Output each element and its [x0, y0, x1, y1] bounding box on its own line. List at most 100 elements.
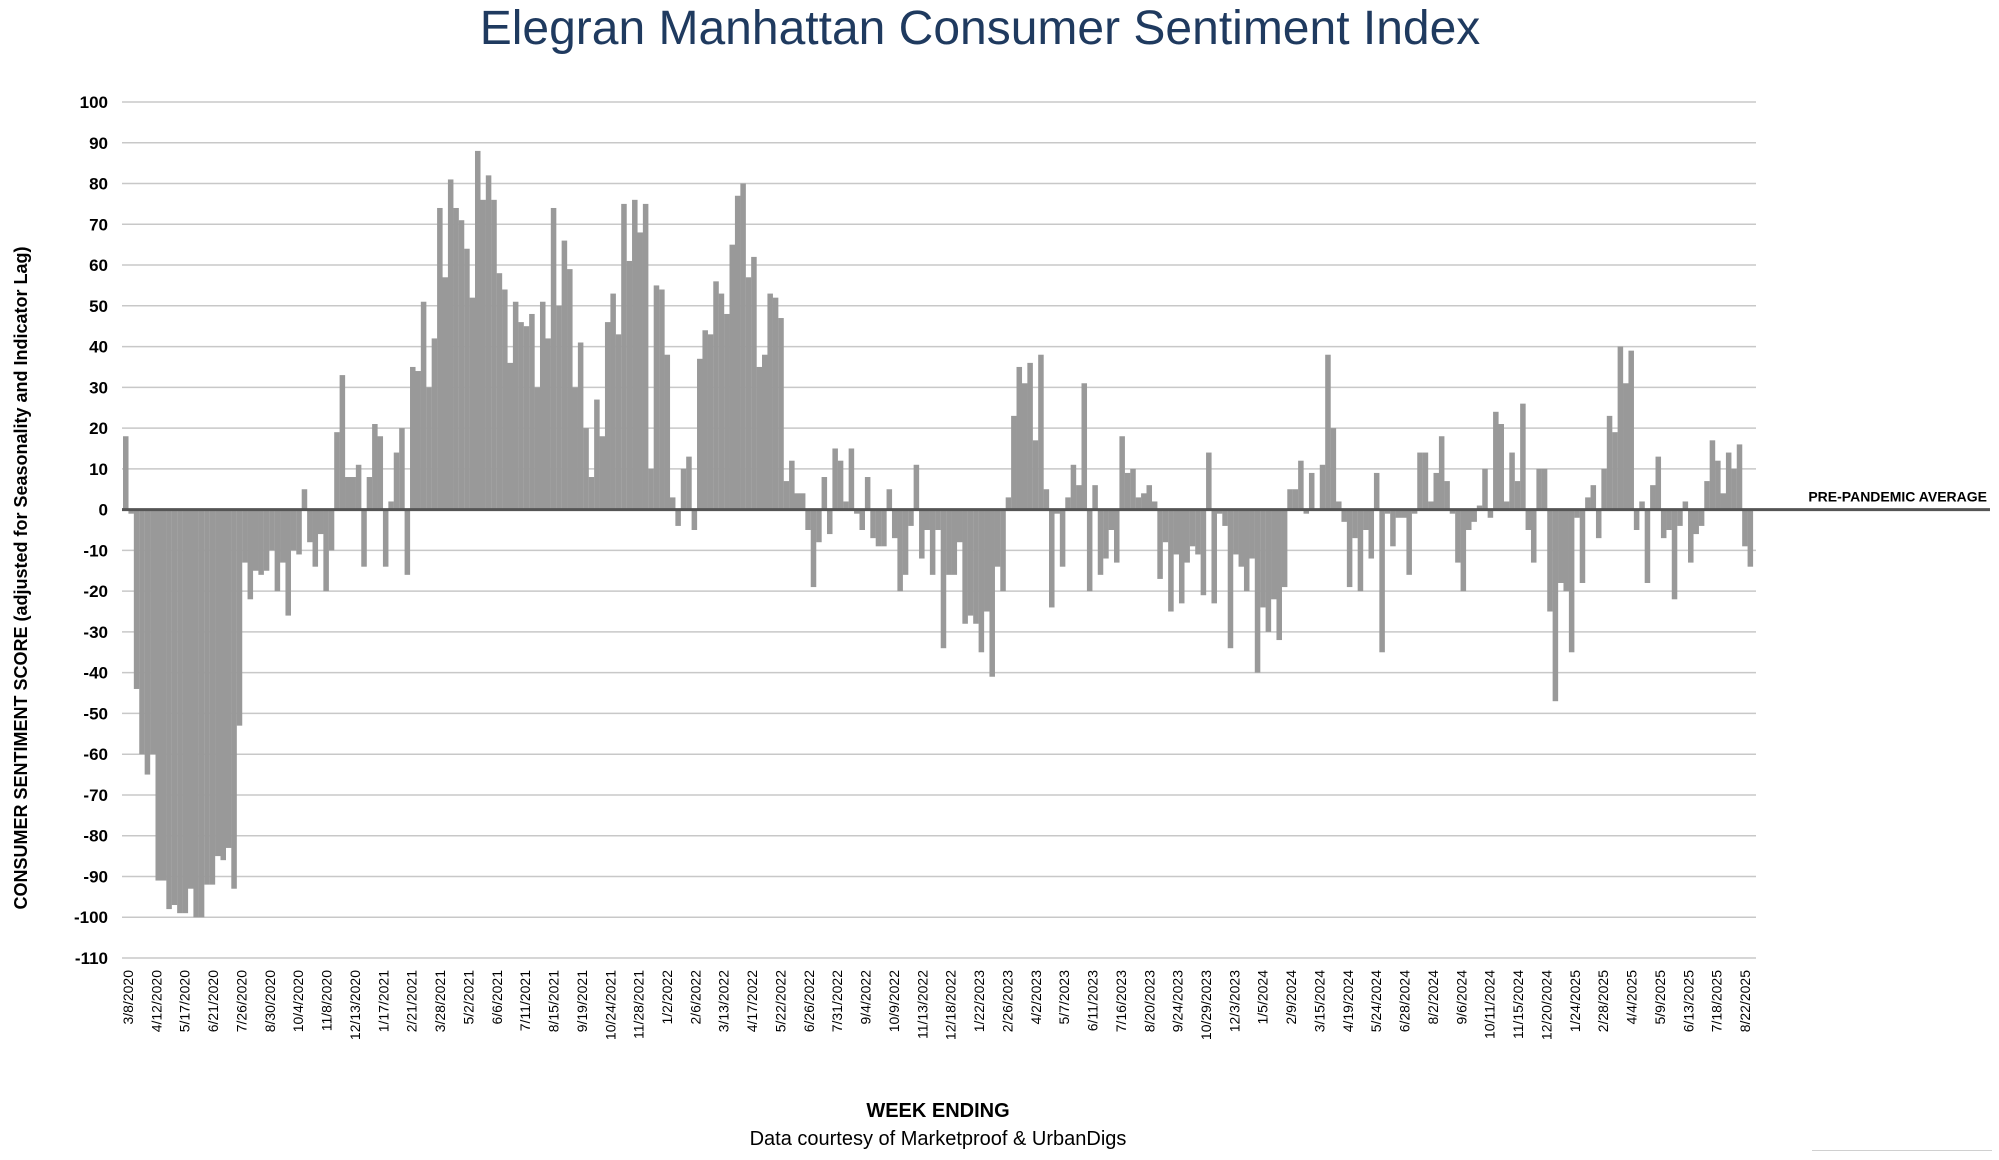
bar	[1135, 497, 1142, 510]
bar	[621, 203, 627, 510]
x-tick-label: 8/20/2023	[1141, 970, 1157, 1032]
bar	[1384, 509, 1391, 514]
bar	[1623, 383, 1629, 510]
bar	[1168, 509, 1174, 612]
bar	[393, 452, 400, 510]
bar	[1682, 501, 1689, 510]
bar	[1411, 509, 1418, 514]
bar	[1276, 509, 1282, 641]
bar	[637, 232, 643, 510]
x-tick-label: 1/22/2023	[971, 970, 987, 1032]
bar	[1162, 509, 1169, 543]
bar	[1070, 464, 1077, 510]
bar	[1514, 481, 1521, 510]
bar	[204, 509, 210, 885]
x-tick-label: 3/28/2021	[432, 970, 448, 1032]
bar	[691, 509, 698, 530]
bar	[1146, 485, 1153, 510]
bar	[404, 509, 411, 575]
bar	[745, 277, 752, 510]
bar	[1021, 383, 1028, 510]
bar	[859, 509, 865, 530]
chart-title: Elegran Manhattan Consumer Sentiment Ind…	[0, 0, 1960, 58]
bar	[713, 281, 719, 510]
x-tick-label: 7/11/2021	[517, 970, 533, 1031]
bar	[1563, 509, 1569, 592]
bar	[301, 489, 308, 510]
bar	[1308, 472, 1315, 510]
bar	[1558, 509, 1564, 583]
bar	[1243, 509, 1250, 592]
bar	[1287, 489, 1293, 510]
x-tick-label: 6/6/2021	[489, 970, 505, 1025]
bar	[1363, 509, 1369, 530]
bar	[258, 509, 264, 575]
bar	[1103, 509, 1109, 559]
bar	[648, 468, 654, 510]
bar	[724, 313, 730, 510]
bar	[1731, 468, 1737, 510]
bar	[642, 203, 649, 510]
bar	[1011, 415, 1017, 510]
x-tick-label: 1/24/2025	[1567, 970, 1583, 1032]
y-tick-label: -100	[74, 908, 108, 927]
bar	[935, 509, 941, 530]
bar	[1595, 509, 1602, 539]
bar	[854, 509, 860, 514]
bar	[128, 509, 134, 514]
bar	[1677, 509, 1683, 526]
bar	[1498, 424, 1504, 510]
bar	[1054, 509, 1060, 514]
bar	[1206, 452, 1212, 510]
bar	[312, 509, 319, 567]
bar	[837, 460, 844, 510]
bar	[1503, 501, 1510, 510]
bar	[280, 509, 286, 563]
bar	[1601, 468, 1607, 510]
x-tick-label: 10/11/2024	[1482, 970, 1498, 1039]
bar	[940, 509, 947, 649]
bar	[323, 509, 329, 592]
bar	[144, 509, 151, 775]
bar	[799, 493, 806, 510]
x-tick-label: 6/26/2022	[801, 970, 817, 1032]
bar	[345, 477, 351, 510]
bar	[150, 509, 156, 755]
bar	[123, 436, 129, 510]
x-tick-label: 5/17/2020	[177, 970, 193, 1032]
x-tick-label: 3/15/2024	[1312, 970, 1328, 1032]
bar	[1265, 509, 1272, 632]
bar	[1049, 509, 1055, 608]
x-tick-label: 11/15/2024	[1510, 970, 1526, 1039]
bar	[1065, 497, 1071, 510]
bar	[263, 509, 270, 571]
bar	[1666, 509, 1672, 530]
bar	[1059, 509, 1066, 567]
bar	[1449, 509, 1456, 514]
bar	[1016, 366, 1023, 510]
bar	[512, 301, 519, 510]
bar	[550, 207, 557, 510]
bar	[1460, 509, 1467, 592]
bar	[296, 509, 302, 555]
bar	[437, 207, 443, 510]
bar	[1260, 509, 1266, 608]
bar	[399, 428, 405, 510]
bar	[632, 199, 638, 510]
bar	[209, 509, 216, 885]
bar	[382, 509, 389, 567]
x-tick-label: 2/26/2023	[999, 970, 1015, 1032]
y-tick-label: 80	[89, 175, 108, 194]
bar	[285, 509, 291, 616]
bar	[978, 509, 985, 653]
bar	[1178, 509, 1185, 604]
y-tick-label: 60	[89, 256, 108, 275]
bar	[734, 195, 741, 510]
bar	[307, 509, 313, 543]
y-tick-label: 100	[80, 93, 108, 112]
bar	[1428, 501, 1434, 510]
bar	[1119, 436, 1125, 510]
y-tick-label: 90	[89, 134, 108, 153]
bar	[1438, 436, 1445, 510]
